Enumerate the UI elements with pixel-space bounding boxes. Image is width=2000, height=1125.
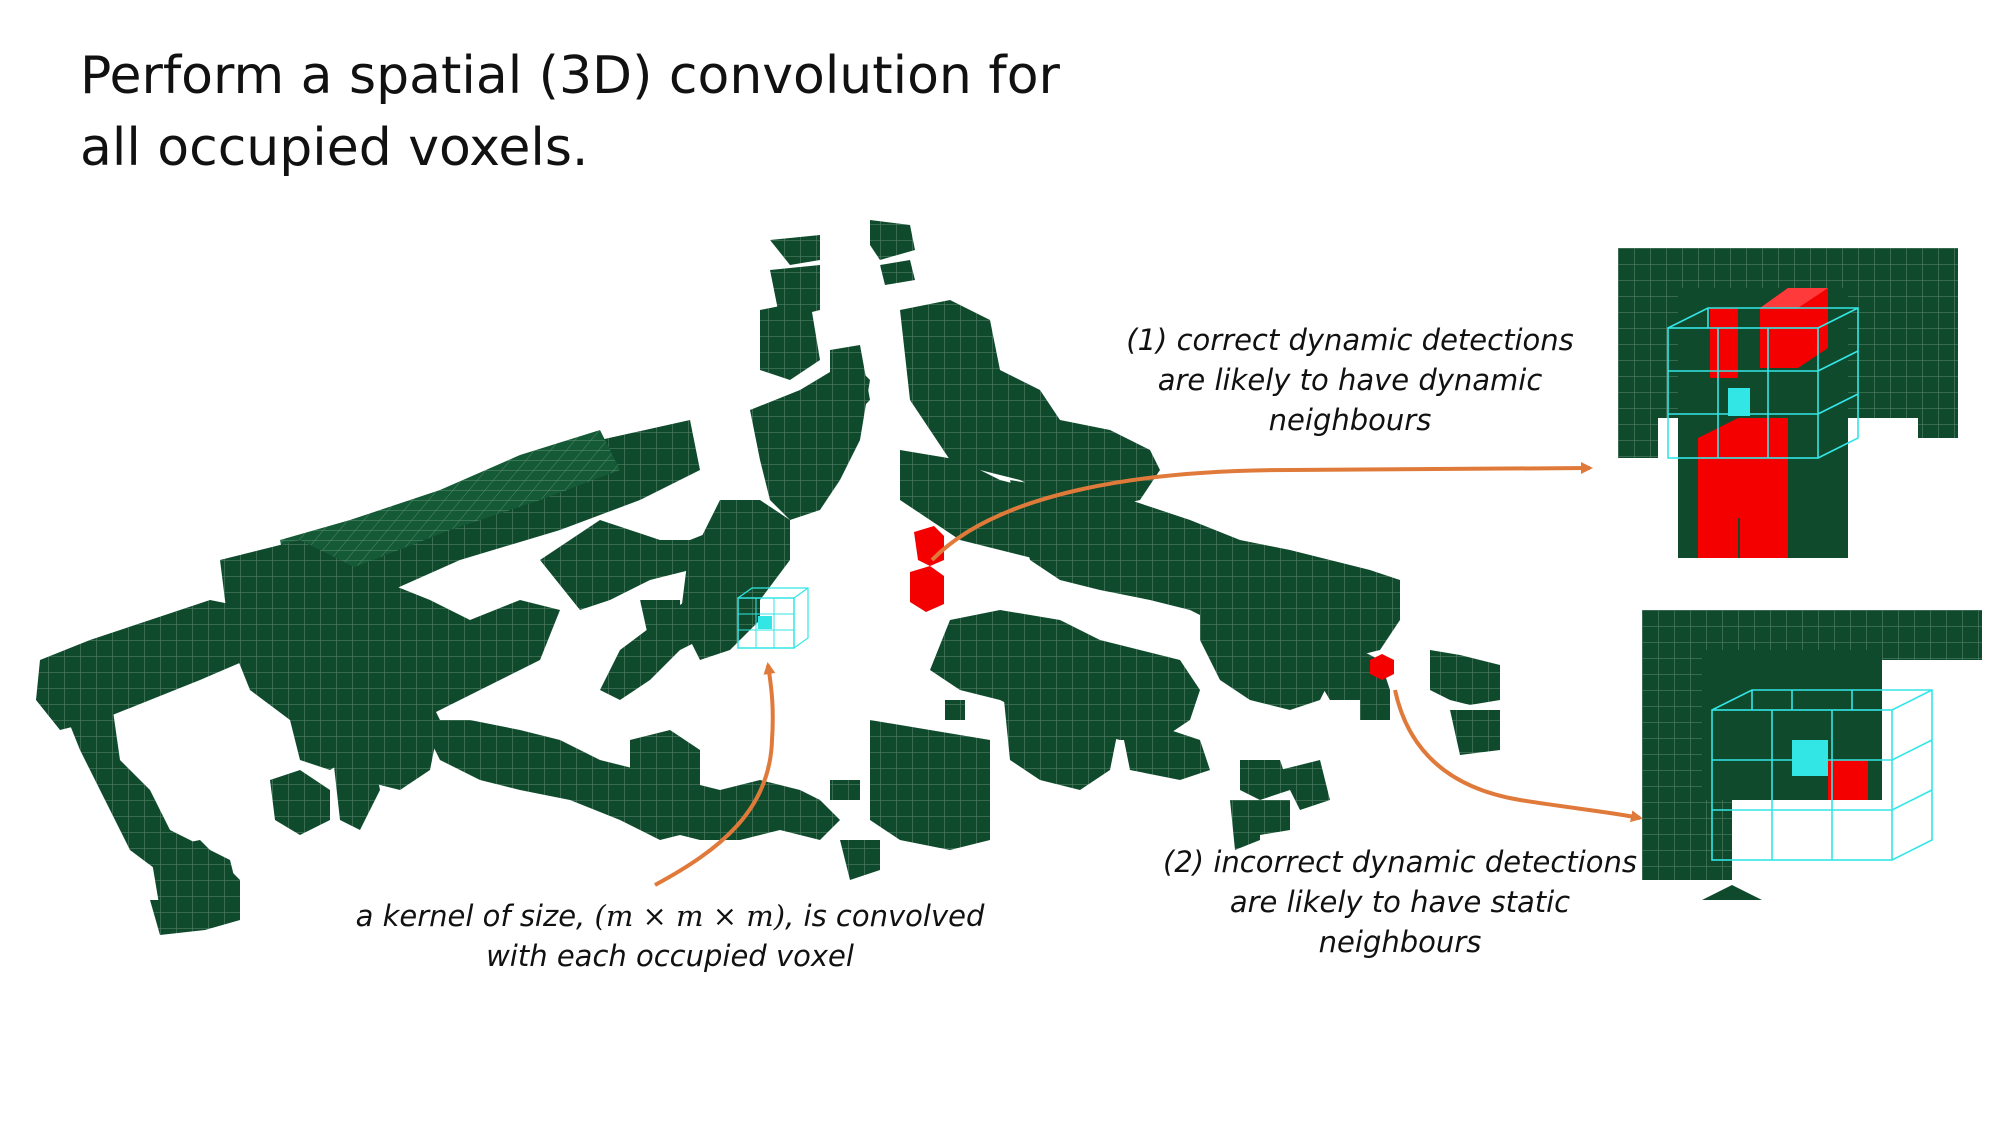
- kernel-caption-pre: a kernel of size,: [355, 899, 595, 933]
- kernel-caption: a kernel of size, (m × m × m), is convol…: [320, 896, 1020, 976]
- title-line-1: Perform a spatial (3D) convolution for: [80, 46, 1060, 106]
- dynamic-neighbours-caption: (1) correct dynamic detections are likel…: [1110, 320, 1590, 440]
- arrow-to-static-inset: [1393, 689, 1643, 823]
- static-neighbours-caption: (2) incorrect dynamic detections are lik…: [1140, 842, 1660, 962]
- dynamic-voxel-cluster-1: [914, 526, 944, 566]
- voxel-map: [36, 220, 1500, 935]
- static-caption-line-3: neighbours: [1318, 925, 1482, 959]
- dynamic-caption-line-3: neighbours: [1268, 403, 1432, 437]
- dynamic-caption-line-1: (1) correct dynamic detections: [1126, 323, 1574, 357]
- kernel-size-formula: (m × m × m): [594, 899, 786, 933]
- dynamic-neighbours-inset: [1618, 248, 1958, 578]
- static-caption-line-1: (2) incorrect dynamic detections: [1163, 845, 1637, 879]
- static-neighbours-inset: [1642, 610, 1982, 930]
- kernel-caption-post: , is convolved: [785, 899, 985, 933]
- arrow-from-kernel-caption: [654, 662, 776, 887]
- dynamic-neighbours-inset-image: [1618, 248, 1958, 578]
- dynamic-voxel-cluster-2: [910, 566, 944, 612]
- dynamic-voxel-single: [1370, 654, 1394, 680]
- kernel-voxel-map: [737, 587, 809, 649]
- kernel-caption-line-1: a kernel of size, (m × m × m), is convol…: [320, 896, 1020, 936]
- static-caption-line-2: are likely to have static: [1229, 885, 1571, 919]
- dynamic-caption-line-2: are likely to have dynamic: [1157, 363, 1543, 397]
- kernel-caption-line-2: with each occupied voxel: [486, 939, 854, 973]
- static-neighbours-inset-image: [1642, 610, 1982, 930]
- title-line-2: all occupied voxels.: [80, 118, 589, 178]
- arrow-to-dynamic-inset: [930, 462, 1593, 562]
- slide-title: Perform a spatial (3D) convolution for a…: [80, 40, 1180, 184]
